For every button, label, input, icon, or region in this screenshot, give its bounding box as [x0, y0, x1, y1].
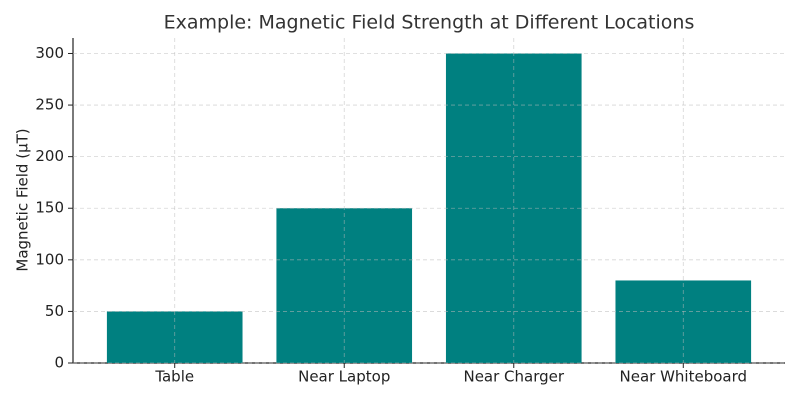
y-tick-label: 50: [45, 302, 64, 320]
y-tick-label: 150: [35, 199, 64, 217]
y-tick-label: 250: [35, 96, 64, 114]
x-tick-label: Near Laptop: [298, 368, 390, 386]
y-tick-label: 0: [54, 354, 64, 372]
y-tick-label: 200: [35, 147, 64, 165]
y-axis-label: Magnetic Field (µT): [14, 128, 32, 271]
x-tick-label: Near Whiteboard: [620, 368, 748, 386]
chart-title: Example: Magnetic Field Strength at Diff…: [164, 12, 695, 34]
y-tick-label: 100: [35, 250, 64, 268]
x-tick-label: Near Charger: [463, 368, 564, 386]
x-tick-label: Table: [154, 368, 194, 386]
y-tick-label: 300: [35, 44, 64, 62]
